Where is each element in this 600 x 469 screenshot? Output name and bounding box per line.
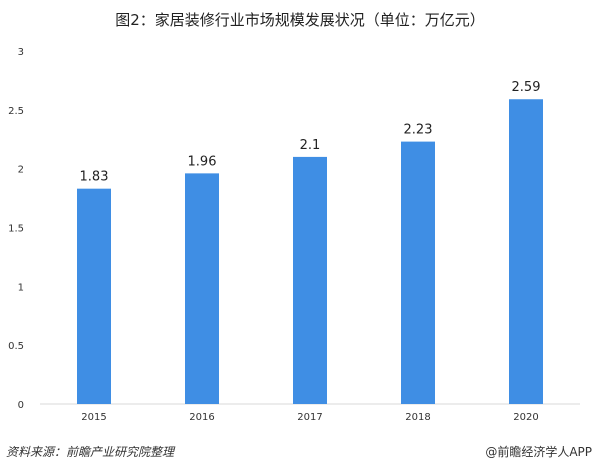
x-tick-label: 2016 xyxy=(189,412,214,423)
brand-label: @前瞻经济学人APP xyxy=(485,445,592,459)
chart-title: 图2：家居装修行业市场规模发展状况（单位：万亿元） xyxy=(115,11,485,29)
y-tick-label: 3 xyxy=(18,47,24,58)
y-tick-label: 2 xyxy=(18,165,24,176)
x-tick-label: 2017 xyxy=(297,412,322,423)
data-label: 2.1 xyxy=(300,138,321,153)
data-label: 1.96 xyxy=(188,154,217,169)
x-tick-label: 2020 xyxy=(513,412,538,423)
y-tick-label: 1 xyxy=(18,282,24,293)
data-label: 2.59 xyxy=(512,80,541,95)
y-tick-label: 1.5 xyxy=(8,224,24,235)
bar xyxy=(509,99,543,404)
bar-series xyxy=(77,99,543,404)
y-tick-label: 2.5 xyxy=(8,106,24,117)
x-axis: 2015 2016 2017 2018 2020 xyxy=(40,403,580,423)
bar xyxy=(293,156,327,404)
y-tick-label: 0 xyxy=(18,400,24,411)
data-label: 1.83 xyxy=(80,170,109,185)
bar xyxy=(401,141,435,404)
x-tick-label: 2018 xyxy=(405,412,430,423)
y-axis: 0 0.5 1 1.5 2 2.5 3 xyxy=(8,47,24,411)
data-label: 2.23 xyxy=(404,123,433,138)
source-note: 资料来源：前瞻产业研究院整理 xyxy=(6,445,175,459)
y-tick-label: 0.5 xyxy=(8,341,24,352)
x-tick-label: 2015 xyxy=(81,412,106,423)
bar xyxy=(77,188,111,404)
data-labels: 1.83 1.96 2.1 2.23 2.59 xyxy=(80,80,541,184)
bar xyxy=(185,173,219,404)
